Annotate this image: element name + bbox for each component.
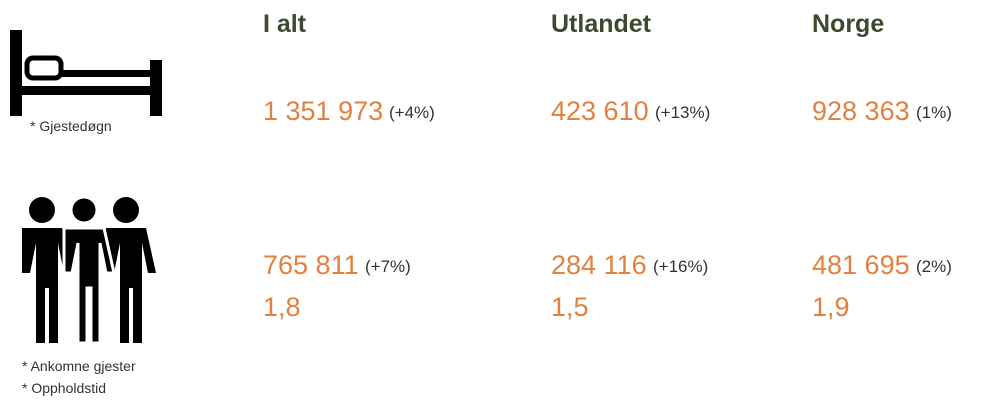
stat-change: (2%) xyxy=(916,257,952,276)
stat-value: 284 116 xyxy=(551,250,647,280)
icons xyxy=(10,30,162,345)
people-icon xyxy=(22,195,156,345)
stat-change: (+16%) xyxy=(653,257,709,276)
stat-value: 481 695 xyxy=(812,250,910,280)
stat-change: (+7%) xyxy=(365,257,411,276)
stat-secondary: 1,9 xyxy=(812,292,850,322)
stat-value: 928 363 xyxy=(812,96,910,126)
stat-change: (1%) xyxy=(916,103,952,122)
row-note: * Ankomne gjester xyxy=(22,358,136,374)
row-note: * Gjestedøgn xyxy=(30,118,112,134)
column-header: Norge xyxy=(812,10,885,38)
stat-secondary: 1,8 xyxy=(263,292,301,322)
stat-secondary: 1,5 xyxy=(551,292,589,322)
stat-value: 765 811 xyxy=(263,250,359,280)
column-header: I alt xyxy=(263,10,307,38)
bed-icon xyxy=(10,30,162,116)
stat-change: (+13%) xyxy=(655,103,711,122)
stat-value: 423 610 xyxy=(551,96,649,126)
stat-value: 1 351 973 xyxy=(263,96,384,126)
column-header: Utlandet xyxy=(551,10,651,38)
row-note: * Oppholdstid xyxy=(22,380,107,396)
stat-change: (+4%) xyxy=(389,103,435,122)
